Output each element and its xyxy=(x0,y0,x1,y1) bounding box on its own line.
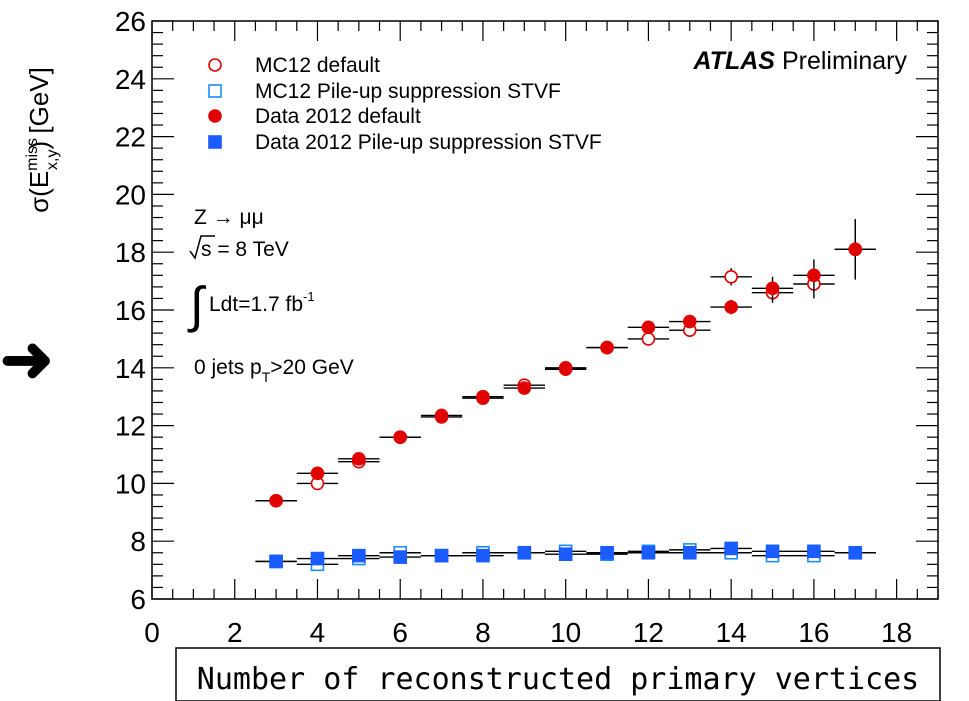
data-point xyxy=(310,551,325,566)
x-tick-label: 18 xyxy=(881,617,912,648)
y-tick-label: 26 xyxy=(115,6,146,37)
data-point xyxy=(765,544,780,559)
legend-label: Data 2012 default xyxy=(255,105,421,128)
data-point xyxy=(641,332,656,346)
annotations: Z → μμ s = 8 TeV ∫ Ldt=1.7 fb-1 0 jets p… xyxy=(187,206,354,385)
x-tick-label: 10 xyxy=(550,617,581,648)
arrow-icon: ➜ xyxy=(0,323,54,395)
data-point xyxy=(517,545,532,560)
process-label: Z → μμ xyxy=(194,206,264,229)
data-point xyxy=(558,547,573,562)
x-tick-label: 2 xyxy=(227,617,243,648)
y-tick-label: 24 xyxy=(115,64,146,95)
legend-label: MC12 Pile-up suppression STVF xyxy=(255,80,561,103)
data-point xyxy=(208,58,222,72)
data-point xyxy=(682,314,697,329)
data-point xyxy=(641,320,656,335)
svg-text:∫: ∫ xyxy=(187,277,207,333)
y-tick-label: 22 xyxy=(115,122,146,153)
legend-item: Data 2012 default xyxy=(208,105,421,128)
legend-item: MC12 Pile-up suppression STVF xyxy=(208,80,561,103)
series-data-2012-pile-up-suppression-stvf xyxy=(255,541,876,569)
data-point xyxy=(269,493,283,508)
legend-item: MC12 default xyxy=(208,54,380,77)
x-tick-label: 8 xyxy=(475,617,491,648)
data-point xyxy=(476,548,490,563)
data-point xyxy=(641,545,656,560)
data-point xyxy=(208,84,222,98)
data-point xyxy=(724,300,738,314)
legend: MC12 default MC12 Pile-up suppression STV… xyxy=(208,54,602,154)
data-point xyxy=(208,109,222,123)
data-point xyxy=(352,548,366,563)
y-tick-label: 8 xyxy=(130,526,146,557)
x-tick-label: 12 xyxy=(633,617,664,648)
y-tick-label: 16 xyxy=(115,295,146,326)
series-data-2012-default xyxy=(255,218,876,508)
y-axis-label: σ(Emiss x,y) [GeV] xyxy=(24,67,61,213)
data-point xyxy=(393,550,408,564)
y-tick-label: 20 xyxy=(115,179,146,210)
x-axis-label-box xyxy=(175,647,941,701)
data-point xyxy=(393,430,408,444)
data-point xyxy=(517,381,532,395)
data-point xyxy=(310,466,325,481)
legend-label: Data 2012 Pile-up suppression STVF xyxy=(255,131,602,154)
legend-label: MC12 default xyxy=(255,54,380,77)
data-point xyxy=(476,391,490,405)
data-point xyxy=(807,268,821,283)
data-point xyxy=(269,554,283,569)
atlas-label: ATLAS Preliminary xyxy=(692,47,907,75)
x-tick-label: 14 xyxy=(716,617,747,648)
x-tick-label: 0 xyxy=(144,617,160,648)
data-point xyxy=(208,135,222,149)
data-point xyxy=(600,545,614,560)
svg-text:s = 8 TeV: s = 8 TeV xyxy=(201,238,289,261)
y-tick-label: 6 xyxy=(130,584,146,615)
legend-item: Data 2012 Pile-up suppression STVF xyxy=(208,131,602,154)
data-point xyxy=(848,545,863,560)
y-tick-label: 14 xyxy=(115,353,146,384)
data-point xyxy=(724,269,738,284)
data-point xyxy=(600,340,614,355)
axis-ticks xyxy=(151,20,939,600)
data-point xyxy=(724,541,738,556)
y-tick-label: 10 xyxy=(115,468,146,499)
x-axis-label: Number of reconstructed primary vertices xyxy=(197,662,919,697)
luminosity-label: ∫ Ldt=1.7 fb-1 xyxy=(187,277,315,333)
data-point xyxy=(434,408,449,423)
x-tick-label: 4 xyxy=(310,617,326,648)
data-points xyxy=(255,218,876,572)
data-point xyxy=(682,545,697,560)
x-tick-label: 16 xyxy=(798,617,829,648)
y-tick-label: 12 xyxy=(115,411,146,442)
jets-cut-label: 0 jets pT>20 GeV xyxy=(194,356,354,385)
data-point xyxy=(765,281,780,296)
energy-label: s = 8 TeV xyxy=(189,235,289,261)
data-point xyxy=(352,452,366,466)
data-point xyxy=(558,362,573,377)
svg-text:Ldt=1.7 fb-1: Ldt=1.7 fb-1 xyxy=(209,289,315,316)
data-point xyxy=(434,548,449,563)
x-tick-label: 6 xyxy=(392,617,408,648)
data-point xyxy=(848,242,863,257)
y-tick-label: 18 xyxy=(115,237,146,268)
data-point xyxy=(807,544,821,559)
